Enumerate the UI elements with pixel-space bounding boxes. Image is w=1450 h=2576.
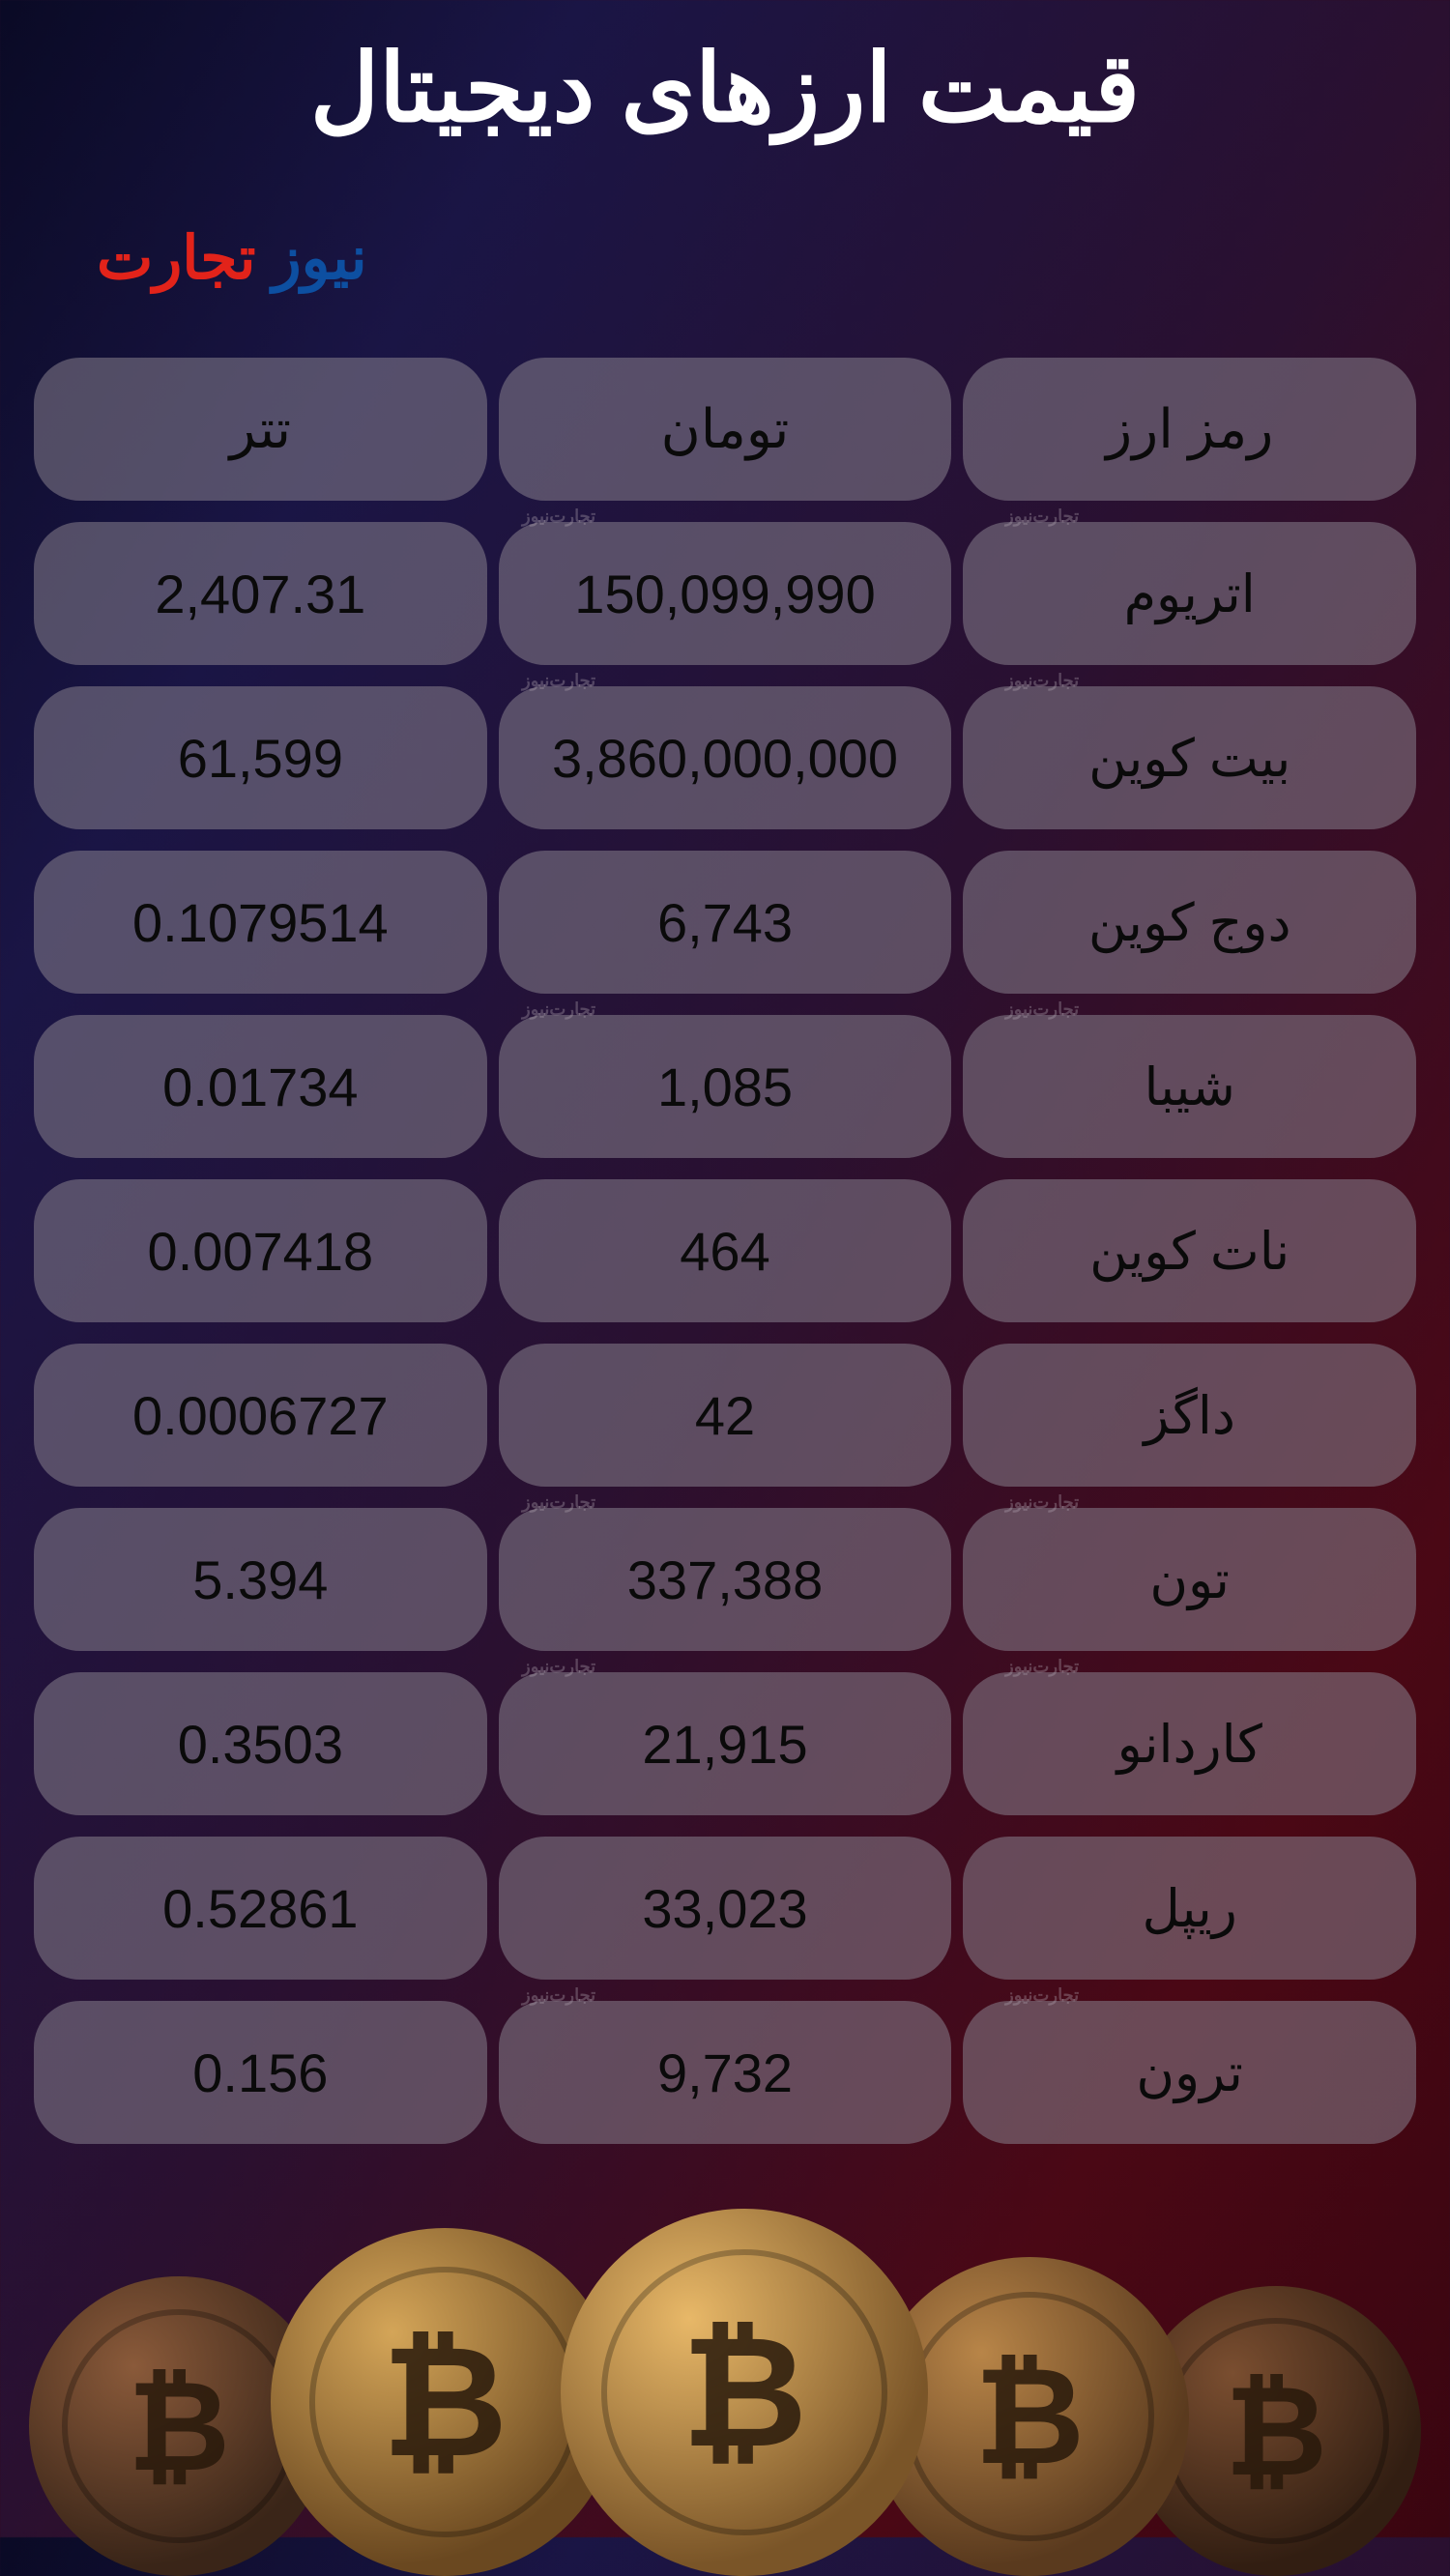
logo-text-2: نیوز <box>273 225 367 292</box>
cell-toman: 6,743 <box>499 851 952 994</box>
cell-currency-name: داگز <box>963 1344 1416 1487</box>
cell-tether: 0.52861 <box>34 1837 487 1980</box>
watermark: تجارت‌نیوز <box>522 999 595 1020</box>
watermark: تجارت‌نیوز <box>522 1985 595 2006</box>
price-table: تتر تومان رمز ارز 2,407.31 150,099,990 ا… <box>34 358 1416 2165</box>
table-row: 2,407.31 150,099,990 اتریوم <box>34 522 1416 665</box>
cell-currency-name: ریپل <box>963 1837 1416 1980</box>
watermark: تجارت‌نیوز <box>1005 1492 1079 1513</box>
watermark: تجارت‌نیوز <box>522 1657 595 1677</box>
table-row: 61,599 3,860,000,000 بیت کوین <box>34 686 1416 829</box>
cell-currency-name: شیبا <box>963 1015 1416 1158</box>
cell-toman: 337,388 <box>499 1508 952 1651</box>
logo-text-1: تجارت <box>97 225 255 292</box>
watermark: تجارت‌نیوز <box>1005 999 1079 1020</box>
cell-toman: 9,732 <box>499 2001 952 2144</box>
table-row: 5.394 337,388 تون <box>34 1508 1416 1651</box>
table-row: 0.52861 33,023 ریپل <box>34 1837 1416 1980</box>
cell-toman: 21,915 <box>499 1672 952 1815</box>
bitcoin-icon: ₿ <box>561 2209 928 2576</box>
cell-currency-name: بیت کوین <box>963 686 1416 829</box>
table-row: 0.007418 464 نات کوین <box>34 1179 1416 1322</box>
watermark: تجارت‌نیوز <box>522 1492 595 1513</box>
cell-tether: 0.007418 <box>34 1179 487 1322</box>
watermark: تجارت‌نیوز <box>1005 671 1079 691</box>
cell-tether: 0.01734 <box>34 1015 487 1158</box>
cell-toman: 1,085 <box>499 1015 952 1158</box>
col-header-toman: تومان <box>499 358 952 501</box>
cell-tether: 0.156 <box>34 2001 487 2144</box>
cell-toman: 33,023 <box>499 1837 952 1980</box>
cell-currency-name: کاردانو <box>963 1672 1416 1815</box>
cell-tether: 61,599 <box>34 686 487 829</box>
cell-toman: 464 <box>499 1179 952 1322</box>
table-row: 0.156 9,732 ترون <box>34 2001 1416 2144</box>
cell-toman: 150,099,990 <box>499 522 952 665</box>
cell-tether: 5.394 <box>34 1508 487 1651</box>
source-logo: نیوز تجارت <box>97 222 367 293</box>
cell-toman: 3,860,000,000 <box>499 686 952 829</box>
watermark: تجارت‌نیوز <box>1005 1985 1079 2006</box>
cell-tether: 0.3503 <box>34 1672 487 1815</box>
watermark: تجارت‌نیوز <box>522 507 595 527</box>
col-header-currency: رمز ارز <box>963 358 1416 501</box>
table-header-row: تتر تومان رمز ارز <box>34 358 1416 501</box>
cell-currency-name: نات کوین <box>963 1179 1416 1322</box>
watermark: تجارت‌نیوز <box>1005 1657 1079 1677</box>
cell-currency-name: دوج کوین <box>963 851 1416 994</box>
cell-toman: 42 <box>499 1344 952 1487</box>
cell-currency-name: تون <box>963 1508 1416 1651</box>
cell-currency-name: ترون <box>963 2001 1416 2144</box>
cell-tether: 0.0006727 <box>34 1344 487 1487</box>
cell-currency-name: اتریوم <box>963 522 1416 665</box>
cell-tether: 0.1079514 <box>34 851 487 994</box>
table-row: 0.1079514 6,743 دوج کوین <box>34 851 1416 994</box>
watermark: تجارت‌نیوز <box>522 671 595 691</box>
page-container: قیمت ارزهای دیجیتال نیوز تجارت تتر تومان… <box>0 0 1450 2537</box>
coin-decoration: ₿ ₿ ₿ ₿ ₿ <box>0 2170 1450 2537</box>
table-row: 0.0006727 42 داگز <box>34 1344 1416 1487</box>
watermark: تجارت‌نیوز <box>1005 507 1079 527</box>
table-row: 0.01734 1,085 شیبا <box>34 1015 1416 1158</box>
col-header-tether: تتر <box>34 358 487 501</box>
table-row: 0.3503 21,915 کاردانو <box>34 1672 1416 1815</box>
cell-tether: 2,407.31 <box>34 522 487 665</box>
page-title: قیمت ارزهای دیجیتال <box>0 0 1450 144</box>
